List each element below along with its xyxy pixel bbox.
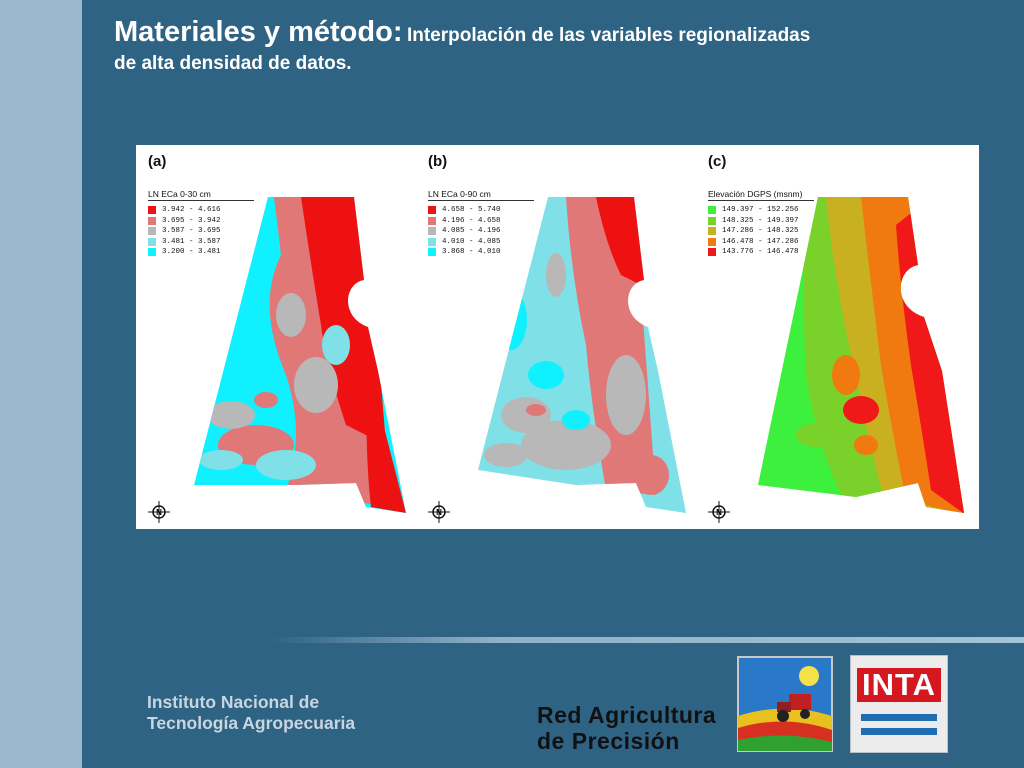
legend-b-row: 4.196 - 4.658	[428, 216, 534, 227]
north-arrow-icon: N	[428, 501, 450, 523]
legend-c: Elevación DGPS (msnm) 149.397 - 152.256 …	[708, 189, 814, 258]
legend-range: 3.200 - 3.481	[162, 248, 221, 257]
swatch	[148, 216, 156, 225]
swatch	[708, 206, 716, 215]
legend-a-row: 3.695 - 3.942	[148, 216, 254, 227]
swatch	[148, 248, 156, 257]
swatch	[708, 248, 716, 257]
legend-range: 147.286 - 148.325	[722, 227, 799, 236]
legend-range: 4.010 - 4.085	[442, 237, 501, 246]
institute-line2: Tecnología Agropecuaria	[147, 713, 356, 733]
inta-stripe	[861, 714, 937, 721]
slide-title: Materiales y método: Interpolación de la…	[114, 14, 994, 76]
legend-range: 4.196 - 4.658	[442, 216, 501, 225]
legend-range: 148.325 - 149.397	[722, 216, 799, 225]
swatch	[428, 216, 436, 225]
legend-range: 146.478 - 147.286	[722, 237, 799, 246]
legend-range: 4.658 - 5.740	[442, 206, 501, 215]
swatch	[708, 216, 716, 225]
legend-c-row: 148.325 - 149.397	[708, 216, 814, 227]
title-bold: Materiales y método:	[114, 16, 403, 48]
legend-c-row: 147.286 - 148.325	[708, 226, 814, 237]
legend-c-title: Elevación DGPS (msnm)	[708, 189, 814, 201]
rap-line1: Red Agricultura	[537, 702, 717, 728]
north-label: N	[436, 508, 442, 517]
north-label: N	[716, 508, 722, 517]
swatch	[708, 237, 716, 246]
north-label: N	[156, 508, 162, 517]
panel-a-label: (a)	[148, 153, 167, 170]
legend-b-row: 3.868 - 4.010	[428, 247, 534, 258]
legend-b-row: 4.010 - 4.085	[428, 237, 534, 248]
legend-range: 3.587 - 3.695	[162, 227, 221, 236]
panel-c-label: (c)	[708, 153, 727, 170]
rap-line2: de Precisión	[537, 728, 680, 754]
north-arrow-icon: N	[148, 501, 170, 523]
legend-range: 149.397 - 152.256	[722, 206, 799, 215]
red-agricultura-logo: Red Agricultura de Precisión	[537, 702, 737, 758]
inta-logo: INTA	[850, 655, 948, 753]
panel-a: (a) LN ECa 0-30 cm 3.942 - 4.616 3.695 -…	[136, 145, 416, 529]
legend-b-row: 4.085 - 4.196	[428, 226, 534, 237]
maps-figure: (a) LN ECa 0-30 cm 3.942 - 4.616 3.695 -…	[136, 145, 979, 529]
swatch	[428, 248, 436, 257]
legend-a-row: 3.200 - 3.481	[148, 247, 254, 258]
map-c	[758, 197, 964, 513]
panel-b: (b) LN ECa 0-90 cm 4.658 - 5.740 4.196 -…	[416, 145, 696, 529]
legend-a-row: 3.481 - 3.587	[148, 237, 254, 248]
legend-a-title: LN ECa 0-30 cm	[148, 189, 254, 201]
legend-c-row: 143.776 - 146.478	[708, 247, 814, 258]
institute-name: Instituto Nacional de Tecnología Agropec…	[147, 692, 355, 734]
institute-line1: Instituto Nacional de	[147, 692, 320, 712]
legend-range: 3.695 - 3.942	[162, 216, 221, 225]
footer-divider	[270, 637, 1024, 643]
legend-range: 143.776 - 146.478	[722, 248, 799, 257]
map-b	[478, 197, 686, 513]
title-rest: Interpolación de las variables regionali…	[406, 25, 811, 46]
map-a	[194, 197, 406, 513]
legend-c-row: 146.478 - 147.286	[708, 237, 814, 248]
left-band	[0, 0, 82, 768]
swatch	[428, 206, 436, 215]
title-line2: de alta densidad de datos.	[114, 53, 352, 75]
swatch	[148, 206, 156, 215]
swatch	[428, 237, 436, 246]
legend-a: LN ECa 0-30 cm 3.942 - 4.616 3.695 - 3.9…	[148, 189, 254, 258]
legend-range: 3.942 - 4.616	[162, 206, 221, 215]
legend-range: 4.085 - 4.196	[442, 227, 501, 236]
legend-c-row: 149.397 - 152.256	[708, 205, 814, 216]
legend-b-row: 4.658 - 5.740	[428, 205, 534, 216]
swatch	[708, 227, 716, 236]
legend-b: LN ECa 0-90 cm 4.658 - 5.740 4.196 - 4.6…	[428, 189, 534, 258]
inta-stripe	[861, 728, 937, 735]
swatch	[148, 237, 156, 246]
legend-b-title: LN ECa 0-90 cm	[428, 189, 534, 201]
panel-c: (c) Elevación DGPS (msnm) 149.397 - 152.…	[696, 145, 976, 529]
panel-b-label: (b)	[428, 153, 448, 170]
legend-range: 3.481 - 3.587	[162, 237, 221, 246]
north-arrow-icon: N	[708, 501, 730, 523]
swatch	[428, 227, 436, 236]
legend-a-row: 3.942 - 4.616	[148, 205, 254, 216]
inta-logo-text: INTA	[857, 668, 941, 702]
legend-a-row: 3.587 - 3.695	[148, 226, 254, 237]
swatch	[148, 227, 156, 236]
red-agricultura-emblem-icon	[737, 656, 833, 752]
legend-range: 3.868 - 4.010	[442, 248, 501, 257]
